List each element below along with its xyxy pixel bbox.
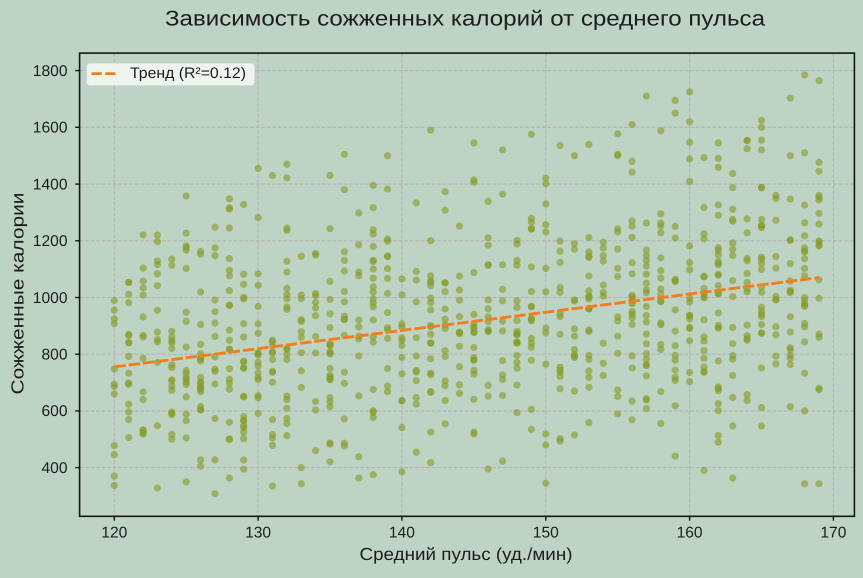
svg-text:1800: 1800 — [33, 63, 68, 80]
svg-text:Сожженные калории: Сожженные калории — [8, 193, 28, 395]
svg-text:1400: 1400 — [33, 176, 68, 193]
svg-text:130: 130 — [245, 525, 271, 542]
svg-text:800: 800 — [41, 347, 67, 364]
svg-text:1600: 1600 — [33, 120, 68, 137]
svg-text:140: 140 — [389, 525, 415, 542]
svg-text:1000: 1000 — [33, 290, 68, 307]
svg-text:170: 170 — [820, 525, 846, 542]
svg-text:400: 400 — [41, 460, 67, 477]
svg-text:1200: 1200 — [33, 233, 68, 250]
svg-text:Тренд (R²=0.12): Тренд (R²=0.12) — [130, 65, 246, 82]
svg-text:150: 150 — [533, 525, 559, 542]
svg-text:120: 120 — [101, 525, 127, 542]
svg-text:160: 160 — [677, 525, 703, 542]
svg-text:600: 600 — [41, 403, 67, 420]
svg-text:Средний пульс (уд./мин): Средний пульс (уд./мин) — [360, 544, 573, 564]
svg-text:Зависимость сожженных калорий: Зависимость сожженных калорий от среднег… — [165, 7, 765, 31]
